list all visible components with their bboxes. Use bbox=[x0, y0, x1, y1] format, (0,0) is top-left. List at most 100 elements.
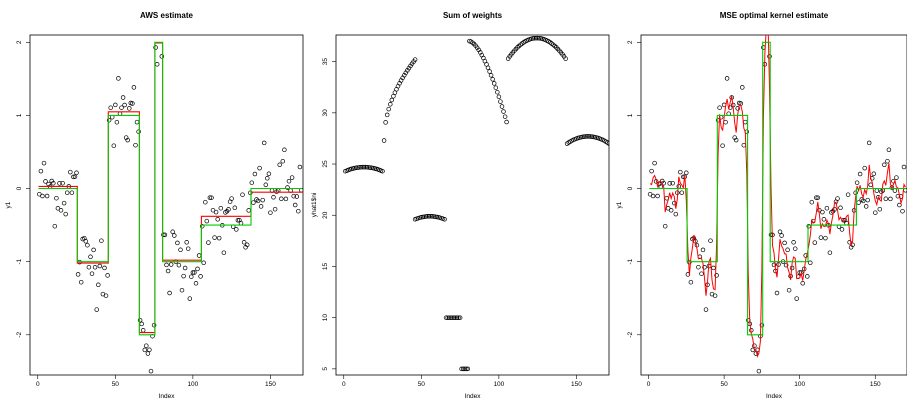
plot-area bbox=[647, 35, 907, 374]
weight-point bbox=[353, 165, 359, 171]
y-tick-label: 15 bbox=[322, 262, 329, 270]
weight-point bbox=[358, 164, 364, 170]
weight-point bbox=[586, 134, 592, 139]
data-point bbox=[652, 160, 657, 166]
weight-point bbox=[454, 315, 460, 320]
data-point bbox=[187, 296, 193, 301]
data-point bbox=[767, 54, 772, 59]
weight-point bbox=[606, 141, 609, 146]
data-point bbox=[127, 106, 132, 111]
data-point bbox=[888, 196, 893, 202]
data-point bbox=[741, 142, 747, 148]
data-point bbox=[740, 85, 745, 90]
plot-area bbox=[343, 35, 609, 372]
data-point bbox=[64, 190, 70, 195]
data-point bbox=[63, 211, 68, 217]
data-point bbox=[206, 240, 211, 245]
data-point bbox=[190, 270, 196, 275]
data-point bbox=[108, 105, 113, 110]
data-point bbox=[815, 195, 821, 200]
data-point bbox=[782, 240, 787, 246]
data-point bbox=[175, 240, 180, 246]
data-point bbox=[89, 271, 95, 276]
data-point bbox=[774, 290, 780, 296]
weight-point bbox=[465, 366, 471, 372]
data-point bbox=[192, 270, 197, 275]
weight-point bbox=[389, 97, 395, 103]
data-point bbox=[866, 140, 872, 146]
data-point bbox=[209, 195, 214, 200]
data-point bbox=[838, 205, 843, 211]
weight-point bbox=[426, 214, 432, 219]
x-axis-label: Index bbox=[766, 393, 783, 398]
data-point bbox=[195, 266, 200, 272]
data-point bbox=[75, 272, 81, 277]
weight-point bbox=[425, 214, 430, 219]
weight-point bbox=[429, 214, 435, 219]
y-axis-label: y1 bbox=[616, 201, 623, 208]
weight-point bbox=[580, 134, 585, 140]
weight-point bbox=[532, 35, 537, 41]
data-point bbox=[670, 180, 675, 186]
weight-point bbox=[496, 94, 502, 100]
data-point bbox=[901, 164, 907, 170]
data-point bbox=[144, 343, 149, 348]
weight-point bbox=[431, 214, 436, 219]
data-point bbox=[260, 197, 265, 203]
weight-point bbox=[364, 164, 370, 170]
weight-point bbox=[352, 165, 357, 171]
data-point bbox=[702, 265, 707, 270]
data-point bbox=[69, 190, 75, 195]
data-point bbox=[699, 271, 704, 276]
y-tick-label: 1 bbox=[16, 113, 23, 117]
weight-point bbox=[493, 85, 499, 90]
data-point bbox=[159, 54, 165, 59]
data-point bbox=[886, 147, 892, 153]
weight-point bbox=[563, 56, 568, 61]
data-point bbox=[720, 143, 725, 148]
data-point bbox=[277, 162, 282, 168]
data-point bbox=[266, 171, 272, 177]
weight-point bbox=[446, 315, 452, 320]
data-point bbox=[92, 265, 98, 270]
weight-point bbox=[363, 164, 368, 170]
weight-point bbox=[422, 214, 427, 219]
y-tick-label: 20 bbox=[322, 211, 329, 219]
data-point bbox=[714, 273, 719, 278]
data-point bbox=[723, 119, 728, 125]
data-point bbox=[254, 197, 259, 202]
weight-point bbox=[442, 217, 447, 222]
data-point bbox=[40, 193, 45, 199]
weight-point bbox=[450, 315, 455, 320]
data-point bbox=[712, 293, 718, 298]
data-point bbox=[827, 250, 833, 255]
y-tick-label: 10 bbox=[322, 314, 329, 322]
aws-estimate-line bbox=[38, 42, 303, 334]
data-point bbox=[812, 240, 818, 245]
data-point bbox=[51, 180, 56, 186]
data-point bbox=[649, 168, 654, 174]
data-point bbox=[130, 101, 135, 106]
data-point bbox=[147, 347, 152, 353]
data-point bbox=[650, 193, 656, 199]
data-point bbox=[820, 209, 825, 215]
data-point bbox=[282, 147, 287, 153]
data-point bbox=[821, 217, 827, 222]
data-point bbox=[86, 264, 92, 270]
data-point bbox=[134, 119, 140, 125]
data-point bbox=[845, 192, 851, 197]
weight-point bbox=[419, 215, 424, 220]
data-point bbox=[272, 206, 278, 212]
data-point bbox=[154, 62, 160, 67]
x-tick-label: 100 bbox=[187, 381, 198, 388]
data-point bbox=[168, 262, 174, 267]
data-point bbox=[808, 260, 813, 266]
data-point bbox=[794, 296, 799, 301]
data-point bbox=[61, 200, 67, 206]
data-point bbox=[105, 273, 110, 278]
data-point bbox=[688, 279, 694, 285]
data-point bbox=[854, 180, 860, 185]
data-point bbox=[662, 223, 668, 229]
data-point bbox=[863, 204, 869, 209]
